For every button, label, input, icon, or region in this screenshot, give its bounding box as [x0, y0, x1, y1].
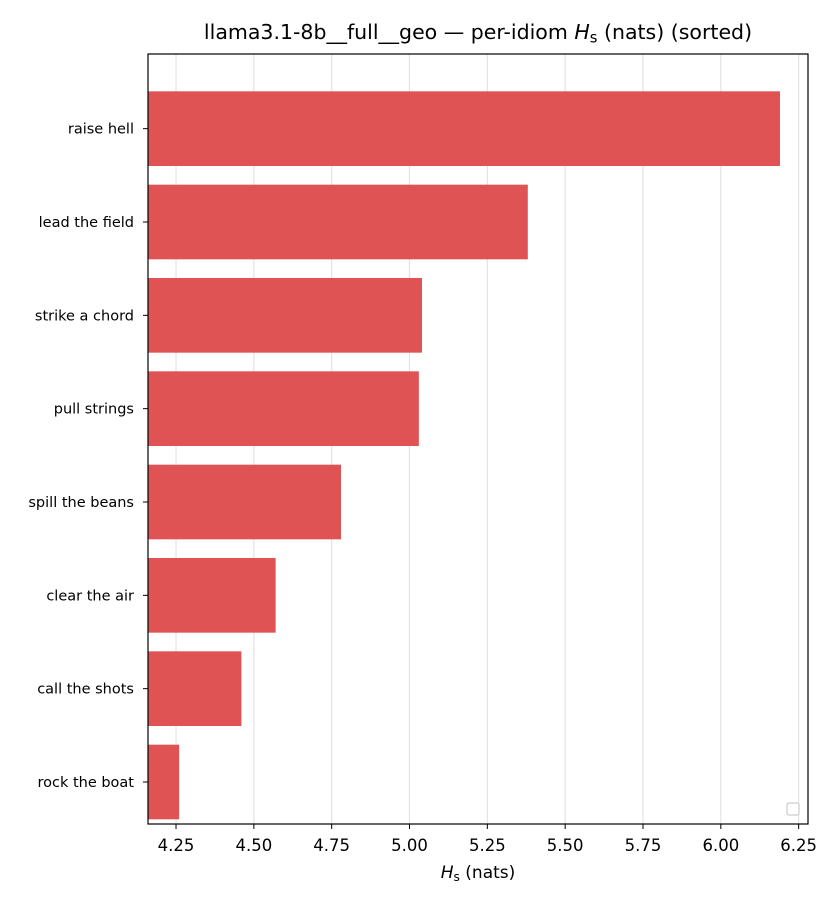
y-tick-label-6: call the shots [37, 682, 134, 698]
bar-5 [148, 558, 276, 633]
x-axis-label-suffix: (nats) [459, 863, 516, 883]
y-tick-label-3: pull strings [54, 402, 134, 418]
bar-6 [148, 651, 242, 726]
y-tick-label-1: lead the field [39, 215, 134, 231]
x-tick-label-8: 6.25 [780, 836, 817, 855]
axes-frame [147, 53, 809, 825]
chart-title-symbol: H [574, 20, 590, 44]
x-axis-label: Hs (nats) [148, 863, 808, 884]
bar-7 [148, 744, 180, 820]
x-tick-label-7: 6.00 [702, 836, 739, 855]
bar-0 [148, 91, 780, 166]
chart-title-suffix: (nats) (sorted) [597, 20, 753, 44]
x-tick-label-6: 5.75 [625, 836, 662, 855]
x-tick-label-1: 4.50 [235, 836, 272, 855]
x-tick-label-4: 5.25 [469, 836, 506, 855]
legend-box [786, 802, 800, 816]
chart-title-subscript: s [589, 29, 598, 47]
x-tick-label-2: 4.75 [313, 836, 350, 855]
y-tick-label-2: strike a chord [35, 308, 134, 324]
chart-title: llama3.1-8b__full__geo — per-idiom Hs (n… [148, 20, 808, 47]
bar-3 [148, 371, 419, 446]
y-tick-label-0: raise hell [68, 122, 134, 138]
x-axis-label-subscript: s [453, 870, 460, 885]
bar-1 [148, 184, 528, 260]
y-tick-label-5: clear the air [46, 588, 134, 604]
x-axis-label-symbol: H [440, 863, 454, 883]
y-tick-label-4: spill the beans [28, 495, 134, 511]
y-tick-label-7: rock the boat [37, 775, 134, 791]
chart-title-prefix: llama3.1-8b__full__geo — per-idiom [203, 20, 575, 44]
x-tick-label-0: 4.25 [158, 836, 195, 855]
x-tick-label-3: 5.00 [391, 836, 428, 855]
x-tick-label-5: 5.50 [547, 836, 584, 855]
bar-4 [148, 464, 342, 540]
bar-2 [148, 278, 422, 353]
